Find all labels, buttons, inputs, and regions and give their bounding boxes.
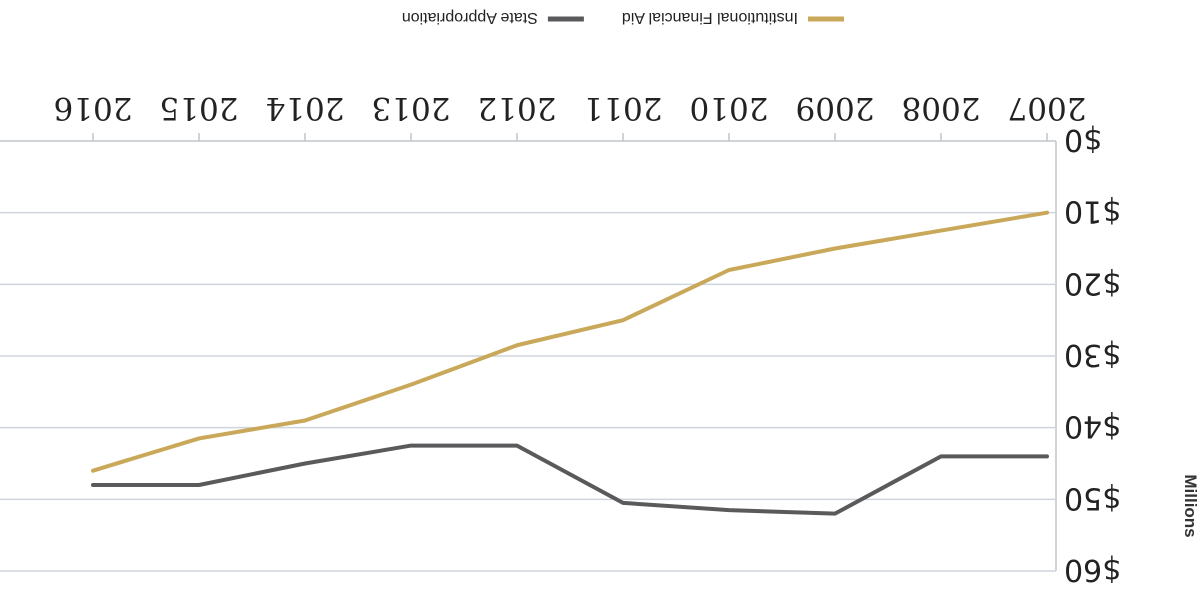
x-tick-label: 2007 [1008, 90, 1087, 126]
y-tick-label: $60 [1064, 552, 1121, 587]
series-lines [91, 210, 1049, 516]
x-tick-label: 2014 [266, 90, 345, 126]
x-tick-label: 2015 [160, 90, 239, 126]
legend-label: State Appropriation [402, 9, 538, 26]
y-axis-tick-labels: $0 $10 $20 $30 $40 $50 $60 [1064, 122, 1121, 587]
y-tick-label: $40 [1064, 409, 1121, 444]
series-line [91, 210, 1049, 473]
x-tick-label: 2013 [372, 90, 451, 126]
x-tick-label: 2010 [690, 90, 769, 126]
x-tick-label: 2016 [54, 90, 133, 126]
x-tick-label: 2008 [902, 90, 981, 126]
y-tick-label: $30 [1064, 337, 1121, 372]
x-axis-ticks [92, 133, 1048, 141]
x-axis-tick-labels: 2007 2008 2009 2010 2011 2012 2013 2014 2015 2016 [54, 90, 1087, 126]
x-tick-label: 2012 [478, 90, 557, 126]
y-tick-label: $50 [1064, 480, 1121, 515]
x-tick-label: 2009 [796, 90, 875, 126]
gridlines [0, 140, 1057, 572]
y-axis-title: Millions [1181, 474, 1199, 537]
legend: Institutional Financial Aid State Appropr… [402, 9, 844, 26]
y-tick-label: $20 [1064, 265, 1121, 300]
y-tick-label: $10 [1064, 194, 1121, 229]
x-tick-label: 2011 [584, 90, 663, 126]
series-line [91, 443, 1049, 516]
y-tick-label: $0 [1064, 122, 1102, 157]
legend-label: Institutional Financial Aid [622, 9, 798, 26]
